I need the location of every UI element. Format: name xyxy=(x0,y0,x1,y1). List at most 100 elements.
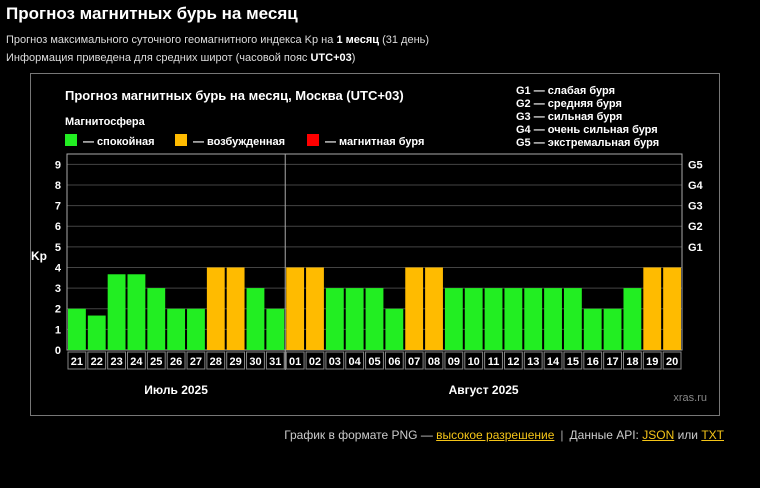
bar xyxy=(425,267,443,350)
y-tick-labels: 0 1 2 3 4 5 6 7 8 9 xyxy=(55,159,62,357)
bar xyxy=(464,288,483,350)
x-tick-label: 11 xyxy=(488,356,500,368)
bar xyxy=(325,288,344,350)
footer-text-api: Данные API: xyxy=(569,428,643,442)
x-tick-box xyxy=(345,351,365,370)
x-tick-box xyxy=(166,351,186,370)
page-title: Прогноз магнитных бурь на месяц xyxy=(6,4,298,23)
x-tick-box xyxy=(305,351,325,370)
bar xyxy=(147,288,166,350)
x-tick-box xyxy=(543,351,563,370)
x-tick-box xyxy=(107,351,127,370)
x-tick-label: 18 xyxy=(626,356,638,368)
subtitle-1-suffix: (31 день) xyxy=(379,34,430,46)
g-tick-label: G2 xyxy=(688,221,703,233)
x-tick-box xyxy=(206,351,226,370)
json-link[interactable]: JSON xyxy=(642,428,675,442)
x-tick-label: 28 xyxy=(210,356,222,368)
x-tick-box xyxy=(404,351,424,370)
bar xyxy=(167,308,186,350)
g-legend-item: G4 — очень сильная буря xyxy=(516,124,658,136)
x-tick-label: 23 xyxy=(110,356,122,368)
x-tick-box xyxy=(484,351,503,370)
bar xyxy=(643,267,662,350)
x-tick-label: 16 xyxy=(587,356,599,368)
month-label: Июль 2025 xyxy=(144,383,208,397)
x-tick-box xyxy=(503,351,523,370)
y-tick-label: 6 xyxy=(55,221,61,233)
bar xyxy=(226,267,245,350)
bar xyxy=(603,308,622,350)
x-tick-box xyxy=(67,351,87,370)
legend-label: — спокойная xyxy=(83,136,155,148)
x-tick-box xyxy=(87,351,107,370)
x-tick-label: 12 xyxy=(507,356,519,368)
subtitle-1-bold: 1 месяц xyxy=(336,34,380,46)
x-tick-box xyxy=(622,351,642,370)
footer-text-png: График в формате PNG — xyxy=(284,428,437,442)
x-tick-box xyxy=(127,351,146,370)
legend-label: — магнитная буря xyxy=(325,136,424,148)
x-tick-box xyxy=(642,351,662,370)
bar xyxy=(206,267,225,350)
x-tick-label: 15 xyxy=(567,356,579,368)
g-tick-label: G1 xyxy=(688,242,703,254)
x-tick-label: 13 xyxy=(527,356,539,368)
bar xyxy=(385,308,404,350)
x-tick-label: 05 xyxy=(368,356,380,368)
hires-link[interactable]: высокое разрешение xyxy=(436,428,555,442)
y-tick-label: 4 xyxy=(55,262,62,274)
legend-label: — возбужденная xyxy=(193,136,285,148)
legend-swatch xyxy=(307,134,319,146)
x-tick-box xyxy=(365,351,384,370)
x-tick-labels: 21 22 23 24 25 26 27 28 29 30 31 01 02 03 04 05 06 07 08 09… xyxy=(67,351,682,370)
bar xyxy=(187,308,205,350)
x-tick-box xyxy=(424,351,444,370)
x-tick-label: 30 xyxy=(249,356,261,368)
y-tick-label: 2 xyxy=(55,304,61,316)
bar xyxy=(286,267,305,350)
y-tick-label: 5 xyxy=(55,242,61,254)
x-tick-box xyxy=(563,351,583,370)
x-tick-box xyxy=(464,351,484,370)
chart-frame: Прогноз магнитных бурь на месяц, Москва … xyxy=(30,73,720,416)
subtitle-line-2: Информация приведена для средних широт (… xyxy=(6,52,355,64)
bar xyxy=(246,288,265,350)
x-tick-box xyxy=(226,351,246,370)
x-tick-label: 21 xyxy=(71,356,83,368)
bar xyxy=(107,274,126,350)
kp-chart: Прогноз магнитных бурь на месяц, Москва … xyxy=(31,85,707,404)
x-tick-label: 20 xyxy=(666,356,678,368)
x-tick-box xyxy=(523,351,543,370)
footer-text-or: или xyxy=(674,428,702,442)
x-tick-box xyxy=(444,351,464,370)
subtitle-2-suffix: ) xyxy=(351,52,356,64)
bar xyxy=(504,288,523,350)
y-axis-label: Kp xyxy=(31,249,47,263)
footer: График в формате PNG — высокое разрешени… xyxy=(284,428,724,442)
y-tick-label: 7 xyxy=(55,201,61,213)
x-tick-label: 24 xyxy=(130,356,143,368)
footer-separator: | xyxy=(560,428,564,442)
x-tick-box xyxy=(384,351,404,370)
x-tick-label: 07 xyxy=(408,356,420,368)
x-tick-label: 01 xyxy=(289,356,301,368)
x-tick-label: 25 xyxy=(150,356,162,368)
x-tick-label: 19 xyxy=(646,356,658,368)
bar xyxy=(87,315,106,350)
month-labels: Июль 2025 Август 2025 xyxy=(144,383,519,397)
txt-link[interactable]: TXT xyxy=(701,428,724,442)
y-tick-label: 9 xyxy=(55,159,61,171)
legend: — спокойная — возбужденная — магнитная бур… xyxy=(65,134,424,148)
x-tick-label: 17 xyxy=(606,356,618,368)
y-tick-label: 0 xyxy=(55,345,61,357)
x-tick-box xyxy=(325,351,345,370)
g-tick-labels: G1 G2 G3 G4 G5 xyxy=(688,159,704,254)
bar xyxy=(266,308,285,350)
bar xyxy=(68,308,86,350)
bar xyxy=(663,267,681,350)
x-tick-label: 04 xyxy=(349,356,362,368)
bar xyxy=(524,288,543,350)
bars xyxy=(68,267,681,350)
x-tick-label: 02 xyxy=(309,356,321,368)
